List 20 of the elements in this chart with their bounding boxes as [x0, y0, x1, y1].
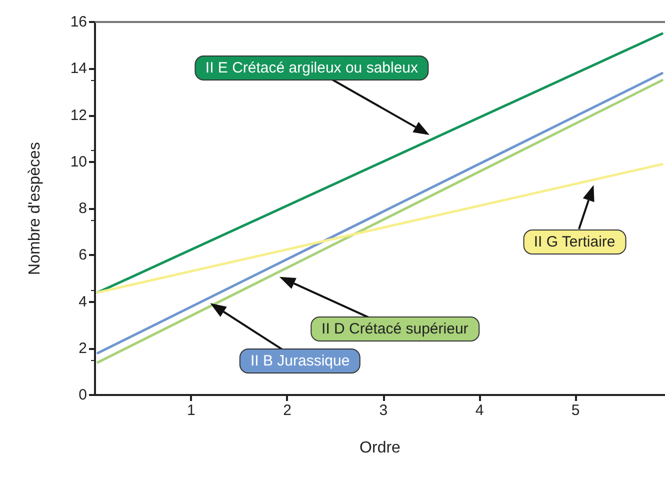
y-tick-label: 16 [70, 14, 87, 30]
y-tick-label: 4 [78, 293, 87, 310]
y-tick-label: 8 [78, 200, 87, 217]
text: II E Crétacé argileux ou sableux [194, 55, 430, 80]
text: II G Tertiaire [522, 230, 626, 255]
y-tick-label: 12 [70, 106, 87, 124]
x-axis-title: Ordre [360, 440, 401, 456]
y-tick-label: 10 [70, 153, 87, 170]
x-tick-label: 1 [186, 402, 196, 419]
y-tick-label: 6 [78, 246, 87, 264]
x-tick-label: 3 [379, 402, 388, 419]
y-tick-label: 0 [78, 386, 87, 404]
x-tick-label: 5 [571, 402, 580, 419]
y-axis-title: Nombre d'espèces [26, 142, 44, 275]
text: II D Crétacé supérieur [310, 316, 480, 342]
y-tick-label: 2 [78, 340, 87, 357]
x-tick-label: 4 [475, 402, 484, 419]
text: II B Jurassique [239, 348, 361, 374]
y-tick-label: 14 [70, 60, 87, 78]
x-tick-label: 2 [283, 402, 292, 419]
